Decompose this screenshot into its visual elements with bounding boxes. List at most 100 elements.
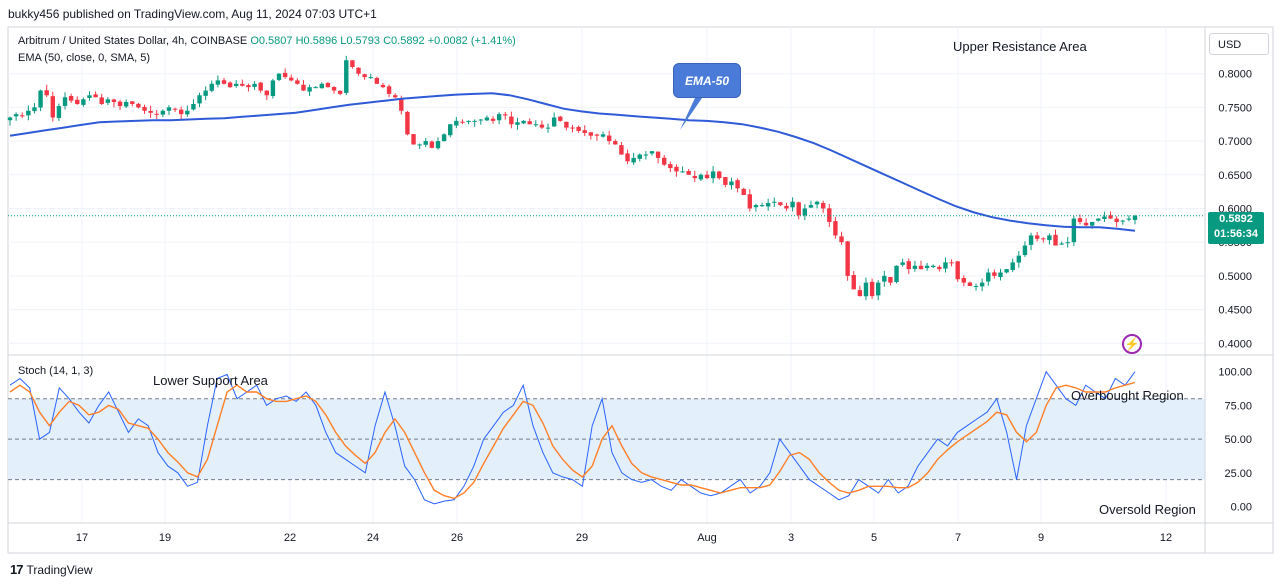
candle-body [185,110,190,115]
stoch-tick-label: 100.00 [1218,367,1252,379]
candle-body [979,282,985,287]
price-tick-label: 0.7000 [1218,136,1252,148]
price-tick-label: 0.4500 [1218,305,1252,317]
candle-body [258,82,263,91]
candle-body [197,95,202,104]
candle-body [1022,245,1028,256]
candle-body [289,77,294,81]
candle-body [619,145,624,155]
candle-body [344,60,349,93]
candle-body [1065,242,1070,244]
candle-body [20,115,25,117]
candle-body [735,180,740,189]
candle-body [234,83,239,87]
price-tick-label: 0.5000 [1218,271,1252,283]
time-tick-label: 22 [284,532,296,544]
candle-body [319,83,325,89]
candle-body [888,276,893,283]
candle-body [178,109,184,115]
candle-body [625,153,630,162]
candle-body [472,120,477,122]
legend-high: H0.5896 [295,35,338,47]
currency-button[interactable]: USD [1209,33,1269,55]
ema-callout: EMA-50 [673,63,741,98]
candle-body [1010,262,1015,270]
candle-body [998,272,1003,278]
price-tick-label: 0.6500 [1218,170,1252,182]
candle-body [448,124,453,136]
legend-change: +0.0082 (+1.41%) [427,35,516,47]
candle-body [729,181,734,186]
candle-body [710,171,716,179]
candle-body [148,110,153,113]
stoch-tick-label: 50.00 [1224,434,1252,446]
candle-body [992,272,997,276]
candle-body [68,96,74,101]
candle-body [160,110,166,115]
candle-body [1077,218,1083,222]
candle-body [1047,235,1052,241]
candle-body [741,188,746,195]
candle-body [943,262,948,269]
candle-body [295,80,300,84]
published-caption: bukky456 published on TradingView.com, A… [8,7,377,21]
candle-body [778,202,783,206]
candle-body [692,176,697,179]
candle-body [503,114,508,116]
candle-body [564,121,569,128]
candle-body [1126,218,1132,220]
candle-body [350,60,355,67]
candle-body [527,121,532,125]
candle-body [111,99,117,102]
candle-body [99,97,104,105]
candle-body [62,97,68,106]
candle-body [154,113,159,115]
candle-body [1083,222,1089,226]
time-tick-label: 3 [788,532,794,544]
candle-body [307,87,312,92]
candle-body [227,82,233,88]
candle-body [747,194,753,209]
candle-body [142,106,147,111]
candle-body [545,127,551,129]
candle-body [81,99,86,105]
legend-ohlc: Arbitrum / United States Dollar, 4h, COI… [18,35,516,47]
candle-body [869,281,875,297]
candle-body [717,171,722,179]
legend-low: L0.5793 [340,35,381,47]
legend-close: C0.5892 [383,35,425,47]
candle-body [839,236,844,243]
candle-body [857,290,863,297]
candle-body [460,121,465,123]
candle-body [405,111,410,135]
candle-body [130,101,135,105]
price-tick-label: 0.8000 [1218,69,1252,81]
candle-body [759,205,765,207]
candle-body [937,266,942,270]
time-axis-labels: 17 19 22 24 26 29 Aug 3 5 7 9 12 [76,532,1172,544]
legend-open: O0.5807 [250,35,293,47]
candle-body [686,171,691,175]
candle-body [38,90,43,108]
ema-line [9,92,1136,232]
candle-body [1120,220,1125,222]
candle-body [87,95,92,98]
legend-symbol: Arbitrum / United States Dollar, 4h, COI… [18,35,248,47]
footer-brand: 17 TradingView [10,562,93,577]
candle-body [509,116,514,125]
upper-resistance-label: Upper Resistance Area [953,39,1087,54]
candle-body [490,118,496,121]
candle-body [986,272,991,282]
candle-body [833,221,838,236]
legend-stoch: Stoch (14, 1, 3) [18,365,94,377]
lightning-icon[interactable]: ⚡ [1122,334,1142,354]
candle-body [1090,221,1095,226]
candle-body [668,164,673,169]
ema-callout-pointer [680,98,702,130]
time-tick-label: 26 [451,532,463,544]
candle-body [820,203,826,209]
candle-body [484,117,490,121]
time-tick-label: 17 [76,532,88,544]
candle-body [802,208,808,216]
